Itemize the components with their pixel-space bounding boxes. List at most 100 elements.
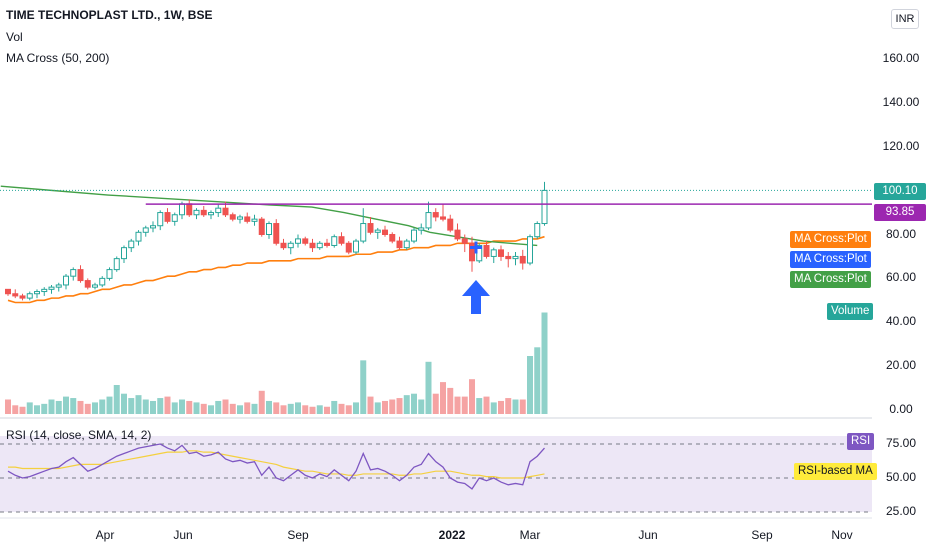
volume-bar bbox=[353, 402, 359, 414]
volume-bar bbox=[374, 402, 381, 414]
currency-button[interactable]: INR bbox=[891, 9, 919, 29]
candle-body bbox=[469, 242, 475, 262]
candle-body bbox=[534, 223, 541, 238]
volume-bar bbox=[382, 400, 388, 414]
candle-body bbox=[519, 255, 526, 264]
candle-body bbox=[331, 236, 338, 246]
time-tick-label: Sep bbox=[751, 528, 773, 542]
candle-body bbox=[19, 295, 26, 299]
candle-body bbox=[425, 212, 432, 229]
candle-body bbox=[229, 214, 236, 220]
price-tick-label: 120.00 bbox=[882, 138, 920, 153]
candle-body bbox=[403, 240, 410, 249]
volume-bar bbox=[280, 405, 287, 414]
volume-bar bbox=[512, 399, 519, 414]
volume-bar bbox=[41, 403, 48, 414]
rsi-tick-label: 25.00 bbox=[885, 504, 917, 518]
candle-body bbox=[244, 216, 251, 222]
candle-body bbox=[41, 288, 48, 293]
candle-body bbox=[360, 223, 367, 242]
volume-bar bbox=[396, 398, 403, 414]
volume-bar bbox=[418, 399, 425, 414]
candle-body bbox=[527, 236, 533, 264]
price-tick-label: 40.00 bbox=[885, 314, 917, 329]
candle-body bbox=[483, 244, 490, 257]
volume-legend[interactable]: Vol bbox=[6, 30, 23, 44]
volume-bar bbox=[527, 356, 533, 414]
candle-body bbox=[70, 269, 77, 277]
volume-bar bbox=[12, 405, 19, 414]
volume-bar bbox=[266, 400, 272, 414]
rsi-ma-line bbox=[8, 450, 545, 479]
volume-bar bbox=[48, 399, 55, 414]
candle-body bbox=[447, 218, 454, 231]
volume-bar bbox=[5, 399, 11, 414]
volume-bar bbox=[186, 400, 193, 414]
rsi-tag: RSI bbox=[847, 433, 875, 450]
volume-bar bbox=[316, 405, 323, 414]
volume-bar bbox=[302, 405, 309, 414]
volume-bar bbox=[63, 396, 69, 414]
volume-bar bbox=[324, 406, 330, 414]
candle-body bbox=[374, 229, 381, 233]
price-tick-label: 160.00 bbox=[882, 51, 920, 65]
candle-body bbox=[440, 216, 446, 220]
price-tick-label: 80.00 bbox=[885, 226, 917, 241]
volume-bar bbox=[106, 396, 113, 414]
candle-body bbox=[193, 209, 200, 216]
volume-bar bbox=[338, 403, 345, 414]
rsi-legend[interactable]: RSI (14, close, SMA, 14, 2) bbox=[6, 428, 152, 442]
candle-body bbox=[215, 207, 222, 214]
volume-bar bbox=[403, 395, 410, 414]
candle-body bbox=[92, 284, 98, 288]
volume-bar bbox=[128, 398, 135, 414]
volume-bar bbox=[309, 406, 316, 414]
time-tick-label: Nov bbox=[831, 528, 853, 542]
time-tick-label: Mar bbox=[519, 528, 541, 542]
volume-bar bbox=[498, 400, 504, 414]
volume-bar bbox=[331, 400, 338, 414]
candle-body bbox=[454, 229, 461, 240]
time-tick-label: Jun bbox=[638, 528, 658, 542]
volume-bar bbox=[483, 396, 490, 414]
candle-body bbox=[171, 214, 178, 222]
volume-bar bbox=[454, 396, 461, 414]
candle-body bbox=[338, 236, 345, 244]
symbol-title[interactable]: TIME TECHNOPLAST LTD., 1W, BSE bbox=[6, 8, 213, 22]
volume-bar bbox=[534, 347, 541, 414]
candle-body bbox=[5, 288, 11, 295]
candle-body bbox=[389, 234, 396, 242]
ma-blue-tag: MA Cross:Plot bbox=[790, 251, 871, 268]
candle-body bbox=[55, 284, 62, 288]
candle-body bbox=[418, 227, 425, 231]
candle-body bbox=[324, 242, 330, 246]
price-tick-label: 0.00 bbox=[889, 402, 913, 416]
volume-bar bbox=[164, 396, 171, 414]
candle-body bbox=[251, 218, 258, 222]
rsi-line bbox=[7, 443, 545, 490]
volume-bar bbox=[367, 396, 374, 414]
rsi-tick-label: 75.00 bbox=[885, 436, 917, 450]
ma-cross-legend[interactable]: MA Cross (50, 200) bbox=[6, 51, 110, 65]
ma-green-tag: MA Cross:Plot bbox=[790, 271, 871, 288]
volume-bar bbox=[99, 399, 106, 414]
volume-bar bbox=[541, 312, 548, 414]
volume-bar bbox=[411, 393, 417, 414]
candle-body bbox=[382, 229, 388, 236]
candle-body bbox=[63, 275, 69, 286]
candle-body bbox=[186, 203, 193, 216]
candle-body bbox=[135, 231, 142, 242]
ma200-line bbox=[0, 185, 538, 247]
price-tick-label: 60.00 bbox=[885, 270, 917, 285]
cross-marker-icon bbox=[470, 241, 482, 254]
candle-body bbox=[106, 269, 113, 279]
candle-body bbox=[295, 238, 301, 244]
candle-body bbox=[208, 212, 214, 216]
volume-bar bbox=[519, 399, 526, 414]
time-tick-label: 2022 bbox=[438, 528, 466, 542]
volume-bar bbox=[505, 398, 512, 414]
volume-bar bbox=[447, 387, 454, 414]
candle-body bbox=[26, 293, 33, 299]
